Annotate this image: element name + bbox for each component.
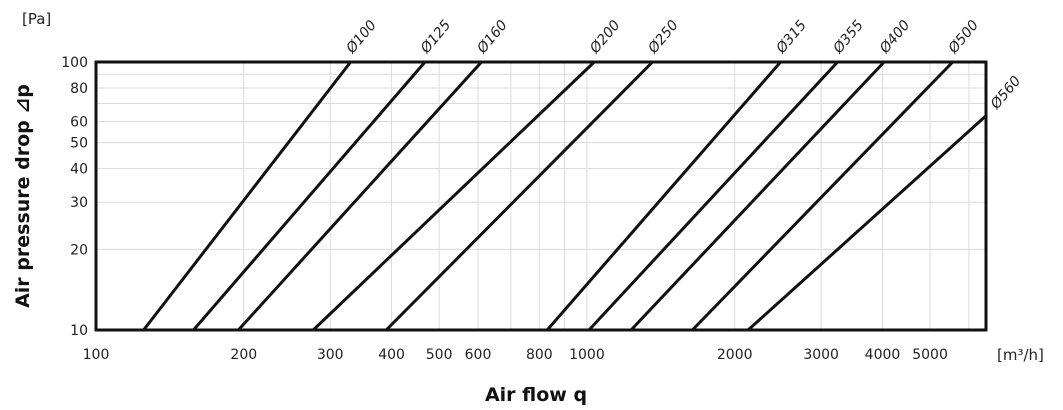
y-unit-label: [Pa] bbox=[22, 10, 51, 28]
x-unit-label: [m³/h] bbox=[997, 346, 1044, 364]
series-line bbox=[385, 60, 654, 332]
y-tick-label: 30 bbox=[70, 195, 88, 211]
series-label: Ø200 bbox=[586, 17, 623, 57]
y-tick-label: 100 bbox=[61, 55, 88, 71]
x-tick-label: 500 bbox=[426, 347, 453, 363]
y-tick-label: 10 bbox=[70, 323, 88, 339]
series-label: Ø500 bbox=[945, 17, 982, 57]
y-tick-label: 20 bbox=[70, 242, 88, 258]
series-label: Ø100 bbox=[343, 17, 380, 57]
series-label: Ø315 bbox=[773, 17, 810, 57]
y-axis-title: Air pressure drop ⊿p bbox=[12, 84, 34, 308]
x-axis-title: Air flow q bbox=[485, 384, 587, 406]
grid bbox=[96, 62, 986, 330]
series-line bbox=[142, 61, 352, 331]
x-tick-label: 100 bbox=[83, 347, 110, 363]
y-tick-label: 80 bbox=[70, 81, 88, 97]
y-tick-label: 40 bbox=[70, 162, 88, 178]
x-tick-label: 3000 bbox=[803, 347, 839, 363]
y-tick-label: 50 bbox=[70, 136, 88, 152]
x-tick-label: 600 bbox=[465, 347, 492, 363]
x-tick-label: 1000 bbox=[569, 347, 605, 363]
series-label: Ø125 bbox=[417, 17, 454, 57]
series-label: Ø160 bbox=[474, 17, 511, 57]
series-line bbox=[237, 60, 483, 332]
series-line bbox=[630, 60, 886, 332]
x-tick-label: 800 bbox=[526, 347, 553, 363]
series-label: Ø355 bbox=[830, 17, 867, 57]
series-line bbox=[747, 114, 988, 332]
plot-frame bbox=[94, 60, 988, 332]
x-tick-label: 300 bbox=[317, 347, 344, 363]
series-line bbox=[587, 60, 839, 332]
series-line bbox=[546, 61, 782, 331]
x-tick-label: 4000 bbox=[865, 347, 901, 363]
series-line bbox=[691, 60, 954, 332]
x-tick-label: 5000 bbox=[912, 347, 948, 363]
x-tick-label: 200 bbox=[230, 347, 257, 363]
series-label: Ø250 bbox=[645, 17, 682, 57]
series-lines bbox=[142, 60, 988, 332]
x-tick-label: 400 bbox=[378, 347, 405, 363]
series-label: Ø560 bbox=[987, 73, 1024, 113]
x-tick-label: 2000 bbox=[717, 347, 753, 363]
x-tick-labels: 100 200 300 400 500 600 800 1000 2000 3000 4000 500… bbox=[83, 347, 948, 363]
series-label: Ø400 bbox=[876, 17, 913, 57]
y-tick-labels: 10 20 30 40 50 60 80 100 bbox=[61, 55, 88, 339]
y-tick-label: 60 bbox=[70, 114, 88, 130]
series-line bbox=[312, 60, 596, 332]
series-line bbox=[192, 61, 427, 331]
